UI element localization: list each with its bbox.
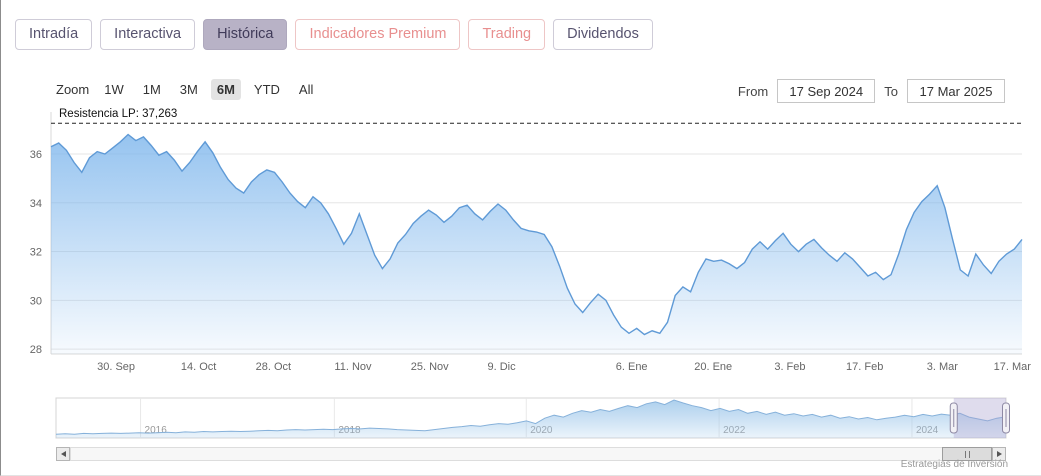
y-axis-label: 30	[30, 295, 42, 307]
x-axis-label: 28. Oct	[256, 361, 291, 373]
tab-bar: Intradía Interactiva Histórica Indicador…	[15, 19, 653, 50]
zoom-label: Zoom	[56, 82, 90, 97]
x-axis-label: 3. Mar	[927, 361, 959, 373]
tab-dividendos[interactable]: Dividendos	[553, 19, 653, 50]
from-label: From	[737, 83, 769, 99]
area-fill	[51, 134, 1022, 354]
scroll-right-arrow-icon	[996, 451, 1002, 457]
scrollbar-left-button[interactable]	[56, 447, 70, 461]
x-axis-label: 30. Sep	[97, 361, 135, 373]
range-button-3m[interactable]: 3M	[174, 79, 204, 100]
x-axis-label: 14. Oct	[181, 361, 216, 373]
y-axis-label: 36	[30, 149, 42, 161]
x-axis-label: 3. Feb	[774, 361, 805, 373]
y-axis-label: 28	[30, 344, 42, 356]
x-axis-label: 6. Ene	[616, 361, 648, 373]
x-axis-label: 11. Nov	[334, 361, 372, 373]
tab-intradia[interactable]: Intradía	[15, 19, 93, 50]
x-axis-label: 17. Feb	[846, 361, 883, 373]
navigator-selected-range[interactable]	[953, 398, 1006, 438]
tab-indicadores-premium[interactable]: Indicadores Premium	[295, 19, 461, 50]
range-button-ytd[interactable]: YTD	[248, 79, 286, 100]
to-label: To	[884, 83, 898, 99]
tab-interactiva[interactable]: Interactiva	[100, 19, 196, 50]
price-chart[interactable]: 28 30 32 34 36 30. Sep 14. Oct 28. Oct 11. Nov 25…	[1, 104, 1041, 392]
tab-trading[interactable]: Trading	[468, 19, 546, 50]
chart-controls: Zoom 1W 1M 3M 6M YTD All From To	[1, 79, 1041, 105]
x-axis-label: 25. Nov	[411, 361, 449, 373]
range-button-all[interactable]: All	[293, 79, 319, 100]
y-axis-label: 34	[30, 198, 42, 210]
navigator-area-fill	[56, 400, 1006, 438]
scrollbar-right-button[interactable]	[992, 447, 1006, 461]
navigator-chart[interactable]: 20162018202020222024	[1, 392, 1041, 446]
resistance-label: Resistencia LP: 37,263	[59, 108, 177, 120]
navigator-year-label: 2016	[145, 425, 168, 436]
thumb-grip-icon	[964, 450, 970, 458]
scrollbar-track[interactable]	[70, 447, 992, 461]
scroll-left-arrow-icon	[60, 451, 66, 457]
range-button-1m[interactable]: 1M	[137, 79, 167, 100]
date-range-controls: From To	[738, 79, 1005, 103]
y-axis-label: 32	[30, 247, 42, 259]
x-axis-label: 17. Mar	[994, 361, 1032, 373]
x-axis-label: 20. Ene	[694, 361, 732, 373]
tab-historica[interactable]: Histórica	[203, 19, 288, 50]
price-line	[50, 133, 1023, 336]
zoom-range-selector: Zoom 1W 1M 3M 6M YTD All	[56, 79, 319, 100]
scrollbar	[56, 447, 1006, 461]
navigator-line	[55, 399, 1007, 435]
range-button-1w[interactable]: 1W	[98, 79, 130, 100]
from-date-input[interactable]	[777, 79, 876, 103]
range-button-6m[interactable]: 6M	[210, 79, 241, 100]
scrollbar-thumb[interactable]	[942, 447, 992, 461]
x-axis-label: 9. Dic	[487, 361, 516, 373]
to-date-input[interactable]	[907, 79, 1005, 103]
chart-credit: Estrategias de Inversión	[900, 459, 1008, 470]
